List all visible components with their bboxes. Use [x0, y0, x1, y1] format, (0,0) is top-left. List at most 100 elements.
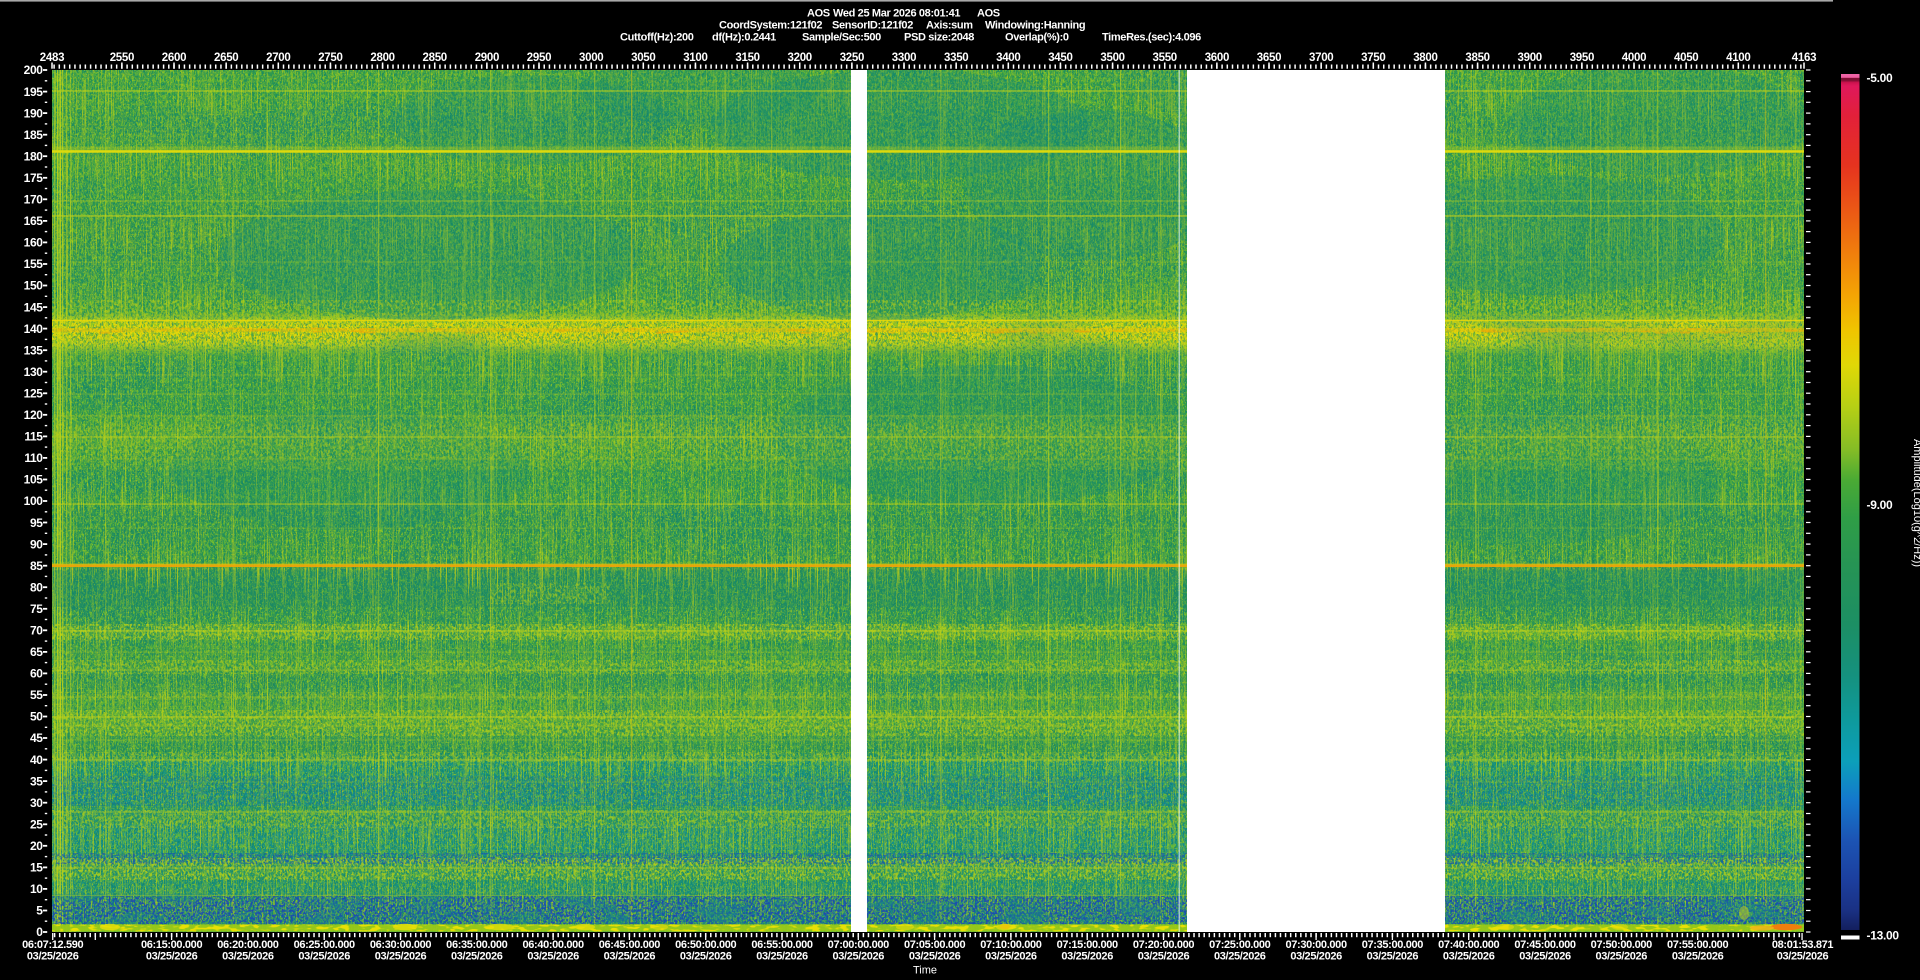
svg-text:120: 120 [24, 408, 44, 422]
svg-text:4050: 4050 [1674, 52, 1698, 64]
svg-text:50: 50 [30, 710, 43, 724]
svg-text:08:01:53.871: 08:01:53.871 [1772, 939, 1833, 951]
svg-text:2800: 2800 [370, 52, 394, 64]
svg-text:2650: 2650 [214, 52, 238, 64]
svg-text:03/25/2026: 03/25/2026 [298, 951, 350, 963]
svg-text:10: 10 [30, 882, 43, 896]
svg-text:3650: 3650 [1257, 52, 1281, 64]
svg-text:65: 65 [30, 645, 43, 659]
svg-text:4000: 4000 [1622, 52, 1646, 64]
svg-text:75: 75 [30, 602, 43, 616]
svg-text:3950: 3950 [1570, 52, 1594, 64]
svg-text:2600: 2600 [162, 52, 186, 64]
svg-text:55: 55 [30, 688, 43, 702]
svg-text:03/25/2026: 03/25/2026 [1672, 951, 1724, 963]
svg-text:4100: 4100 [1726, 52, 1750, 64]
svg-text:-9.00: -9.00 [1867, 498, 1893, 512]
svg-text:135: 135 [24, 343, 44, 357]
svg-text:125: 125 [24, 386, 44, 400]
svg-text:70: 70 [30, 624, 43, 638]
svg-text:06:35:00.000: 06:35:00.000 [446, 939, 507, 951]
svg-text:2950: 2950 [527, 52, 551, 64]
svg-text:SensorID:121f02: SensorID:121f02 [832, 20, 913, 32]
svg-text:03/25/2026: 03/25/2026 [146, 951, 198, 963]
svg-text:3550: 3550 [1153, 52, 1177, 64]
svg-text:07:45:00.000: 07:45:00.000 [1514, 939, 1575, 951]
svg-text:06:15:00.000: 06:15:00.000 [141, 939, 202, 951]
svg-text:3700: 3700 [1309, 52, 1333, 64]
svg-text:90: 90 [30, 537, 43, 551]
svg-text:03/25/2026: 03/25/2026 [451, 951, 503, 963]
svg-text:140: 140 [24, 322, 44, 336]
svg-text:170: 170 [24, 193, 44, 207]
svg-text:06:50:00.000: 06:50:00.000 [675, 939, 736, 951]
svg-text:03/25/2026: 03/25/2026 [1443, 951, 1495, 963]
svg-text:145: 145 [24, 300, 44, 314]
svg-text:40: 40 [30, 753, 43, 767]
svg-text:03/25/2026: 03/25/2026 [909, 951, 961, 963]
svg-text:155: 155 [24, 257, 44, 271]
svg-text:PSD size:2048: PSD size:2048 [904, 32, 974, 44]
svg-text:45: 45 [30, 731, 43, 745]
svg-text:3750: 3750 [1361, 52, 1385, 64]
svg-text:5: 5 [36, 904, 43, 918]
svg-text:03/25/2026: 03/25/2026 [222, 951, 274, 963]
svg-text:07:00:00.000: 07:00:00.000 [828, 939, 889, 951]
svg-text:0: 0 [36, 925, 43, 939]
svg-text:3100: 3100 [683, 52, 707, 64]
svg-text:Cuttoff(Hz):200: Cuttoff(Hz):200 [620, 32, 694, 44]
svg-text:03/25/2026: 03/25/2026 [1214, 951, 1266, 963]
svg-text:3400: 3400 [996, 52, 1020, 64]
svg-text:03/25/2026: 03/25/2026 [1061, 951, 1113, 963]
svg-text:200: 200 [24, 63, 44, 77]
svg-text:3850: 3850 [1465, 52, 1489, 64]
svg-text:03/25/2026: 03/25/2026 [604, 951, 656, 963]
svg-text:Overlap(%):0: Overlap(%):0 [1005, 32, 1069, 44]
svg-text:3600: 3600 [1205, 52, 1229, 64]
svg-text:07:20:00.000: 07:20:00.000 [1133, 939, 1194, 951]
svg-text:06:40:00.000: 06:40:00.000 [522, 939, 583, 951]
svg-text:03/25/2026: 03/25/2026 [833, 951, 885, 963]
svg-text:AOS: AOS [807, 8, 830, 20]
svg-text:30: 30 [30, 796, 43, 810]
svg-text:25: 25 [30, 818, 43, 832]
svg-text:06:30:00.000: 06:30:00.000 [370, 939, 431, 951]
svg-text:4163: 4163 [1792, 52, 1816, 64]
svg-text:TimeRes.(sec):4.096: TimeRes.(sec):4.096 [1102, 32, 1201, 44]
svg-text:180: 180 [24, 149, 44, 163]
svg-text:07:35:00.000: 07:35:00.000 [1362, 939, 1423, 951]
svg-text:03/25/2026: 03/25/2026 [1290, 951, 1342, 963]
svg-text:80: 80 [30, 580, 43, 594]
svg-text:3150: 3150 [735, 52, 759, 64]
svg-text:115: 115 [24, 430, 43, 444]
svg-text:2750: 2750 [318, 52, 342, 64]
svg-text:2850: 2850 [423, 52, 447, 64]
svg-text:Windowing:Hanning: Windowing:Hanning [985, 20, 1085, 32]
svg-text:07:50:00.000: 07:50:00.000 [1591, 939, 1652, 951]
svg-text:06:07:12.590: 06:07:12.590 [22, 939, 83, 951]
svg-text:03/25/2026: 03/25/2026 [756, 951, 808, 963]
svg-text:Amplitude(Log10(g^2/Hz)): Amplitude(Log10(g^2/Hz)) [1911, 439, 1920, 567]
svg-text:20: 20 [30, 839, 43, 853]
svg-text:03/25/2026: 03/25/2026 [680, 951, 732, 963]
svg-text:3050: 3050 [631, 52, 655, 64]
svg-text:100: 100 [24, 494, 44, 508]
svg-text:03/25/2026: 03/25/2026 [27, 951, 79, 963]
svg-text:105: 105 [24, 473, 44, 487]
svg-text:03/25/2026: 03/25/2026 [985, 951, 1037, 963]
svg-text:07:10:00.000: 07:10:00.000 [980, 939, 1041, 951]
svg-text:03/25/2026: 03/25/2026 [1367, 951, 1419, 963]
svg-text:07:40:00.000: 07:40:00.000 [1438, 939, 1499, 951]
svg-text:Time: Time [913, 965, 937, 977]
svg-text:85: 85 [30, 559, 43, 573]
svg-text:160: 160 [24, 236, 44, 250]
svg-text:AOS: AOS [977, 8, 1000, 20]
svg-text:03/25/2026: 03/25/2026 [375, 951, 427, 963]
svg-text:3300: 3300 [892, 52, 916, 64]
svg-text:3800: 3800 [1413, 52, 1437, 64]
svg-text:Wed 25 Mar 2026 08:01:41: Wed 25 Mar 2026 08:01:41 [833, 8, 960, 20]
svg-text:Sample/Sec:500: Sample/Sec:500 [802, 32, 881, 44]
svg-text:03/25/2026: 03/25/2026 [1519, 951, 1571, 963]
svg-text:130: 130 [24, 365, 44, 379]
svg-text:07:25:00.000: 07:25:00.000 [1209, 939, 1270, 951]
